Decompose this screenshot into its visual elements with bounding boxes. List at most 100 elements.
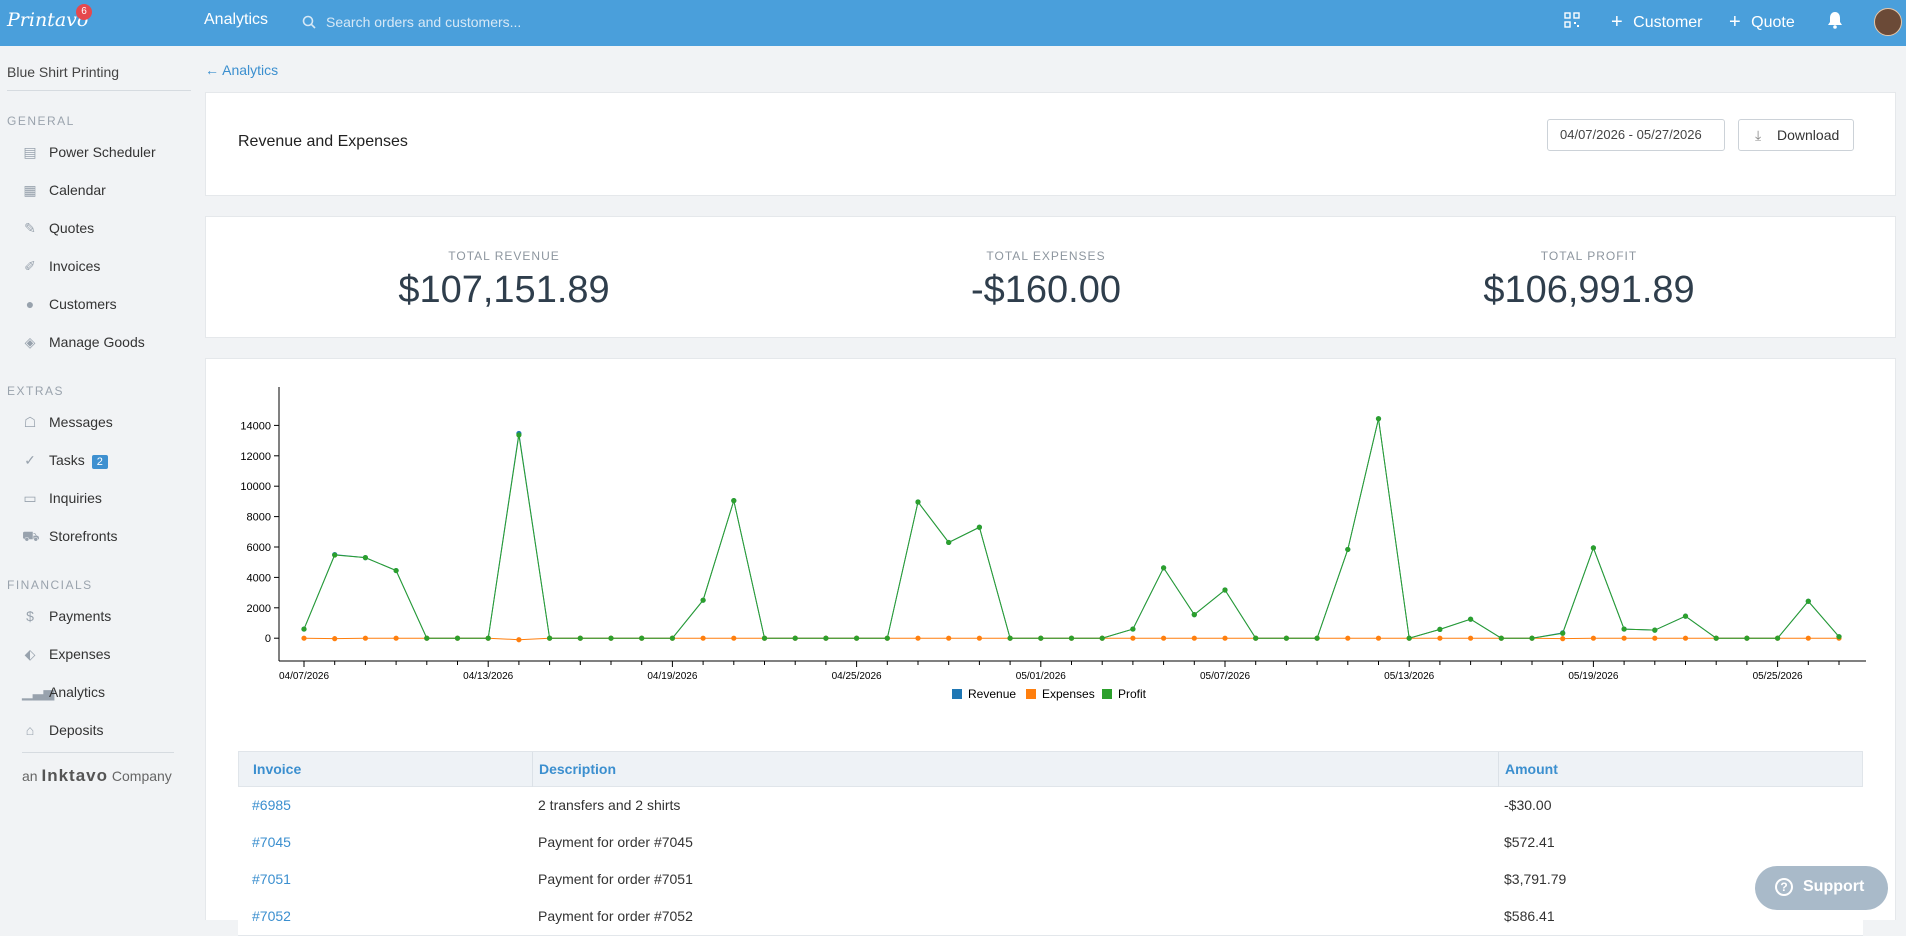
top-bar: Printavo 6 Analytics Search orders and c… (0, 0, 1906, 46)
row-description: Payment for order #7052 (538, 908, 693, 924)
qr-code-icon[interactable] (1564, 12, 1580, 28)
sidebar-item-power-scheduler[interactable]: ▤ Power Scheduler (0, 138, 196, 168)
sidebar-item-inquiries[interactable]: ▭ Inquiries (0, 484, 196, 514)
data-point-profit (761, 635, 768, 641)
legend-label-revenue: Revenue (968, 687, 1016, 701)
y-tick-label: 8000 (247, 512, 271, 524)
sidebar-item-label: Manage Goods (49, 334, 145, 350)
column-header-description[interactable]: Description (539, 761, 617, 777)
sidebar-item-analytics[interactable]: ▁▃▅ Analytics (0, 678, 196, 708)
data-point-profit (669, 635, 675, 641)
y-tick-label: 0 (265, 633, 271, 645)
column-header-amount[interactable]: Amount (1505, 761, 1558, 777)
download-button[interactable]: ⤓ Download (1738, 119, 1854, 151)
data-point-profit (1621, 626, 1627, 632)
sidebar-item-manage-goods[interactable]: ◈ Manage Goods (0, 328, 196, 358)
data-point-expenses (1437, 635, 1443, 641)
data-point-profit (1099, 635, 1105, 641)
sidebar-item-expenses[interactable]: ⬖ Expenses (0, 640, 196, 670)
data-point-expenses (1222, 635, 1228, 641)
invoice-link[interactable]: #7045 (252, 834, 291, 850)
total-profit-value: $106,991.89 (1483, 269, 1695, 311)
data-point-profit (1437, 626, 1443, 632)
bar-chart-icon: ▁▃▅ (22, 684, 55, 700)
data-point-profit (1345, 546, 1351, 553)
data-point-profit (424, 635, 430, 641)
divider (7, 90, 191, 91)
totals-card: TOTAL REVENUE $107,151.89 TOTAL EXPENSES… (205, 216, 1896, 338)
data-point-profit (1283, 635, 1289, 641)
invoice-link[interactable]: #7052 (252, 908, 291, 924)
download-label: Download (1777, 127, 1840, 143)
data-point-profit (1191, 612, 1197, 618)
section-extras-label: EXTRAS (7, 384, 65, 398)
invoice-link[interactable]: #6985 (252, 797, 291, 813)
data-point-profit (700, 597, 706, 603)
sidebar-item-messages[interactable]: ☖ Messages (0, 408, 196, 438)
add-quote-button[interactable]: + Quote (1729, 10, 1795, 33)
data-point-expenses (1621, 635, 1627, 641)
data-point-profit (1314, 635, 1320, 641)
table-row: #7045 Payment for order #7045 $572.41 (238, 824, 1863, 862)
data-point-profit (516, 432, 522, 438)
printavo-logo[interactable]: Printavo (7, 9, 89, 31)
sidebar-item-label: Calendar (49, 182, 106, 198)
add-customer-button[interactable]: + Customer (1611, 10, 1703, 33)
data-point-profit (1498, 635, 1504, 641)
sidebar-item-tasks[interactable]: ✓ Tasks 2 (0, 446, 196, 476)
dollar-icon: $ (26, 608, 34, 624)
total-revenue-value: $107,151.89 (398, 269, 610, 311)
y-tick-label: 2000 (247, 603, 271, 615)
invoice-link[interactable]: #7051 (252, 871, 291, 887)
total-expenses-label: TOTAL EXPENSES (986, 249, 1106, 263)
sidebar-item-label: Messages (49, 414, 113, 430)
notification-count-badge: 6 (76, 4, 92, 20)
x-tick-label: 05/25/2026 (1753, 671, 1803, 682)
sidebar-item-customers[interactable]: ● Customers (0, 290, 196, 320)
series-line-profit (303, 418, 1840, 639)
total-profit-label: TOTAL PROFIT (1540, 249, 1638, 263)
total-revenue-stat: TOTAL REVENUE $107,151.89 (354, 249, 654, 312)
data-point-expenses (1161, 635, 1167, 641)
x-tick-label: 04/13/2026 (463, 671, 513, 682)
search-input[interactable]: Search orders and customers... (302, 12, 822, 34)
revenue-expenses-chart: 0 2000 4000 6000 8000 10000 12000 14000 04/07/20… (240, 387, 1866, 701)
data-point-expenses (301, 635, 307, 641)
page-section-title: Analytics (204, 11, 269, 28)
back-to-analytics-link[interactable]: ← Analytics (205, 62, 279, 78)
sidebar-item-storefronts[interactable]: ⛟ Storefronts (0, 522, 196, 552)
sidebar-item-calendar[interactable]: ▦ Calendar (0, 176, 196, 206)
data-point-profit (1682, 613, 1689, 619)
column-header-invoice[interactable]: Invoice (253, 761, 302, 777)
edit-icon: ✐ (24, 258, 36, 274)
data-point-profit (332, 552, 338, 558)
bell-icon[interactable] (1827, 11, 1843, 29)
data-point-profit (301, 626, 307, 632)
data-point-profit (1529, 635, 1535, 641)
data-point-expenses (1652, 635, 1658, 641)
data-point-profit (1222, 587, 1228, 593)
company-brand: Inktavo (41, 766, 108, 785)
data-point-profit (731, 498, 737, 504)
sidebar-item-label: Customers (49, 296, 117, 312)
user-avatar[interactable] (1874, 8, 1902, 36)
search-icon (302, 15, 316, 29)
data-point-expenses (1130, 635, 1136, 641)
company-suffix: Company (111, 768, 172, 784)
date-range-input[interactable]: 04/07/2026 - 05/27/2026 (1547, 119, 1725, 151)
data-point-profit (454, 635, 461, 641)
data-point-profit (1744, 635, 1750, 641)
sidebar-item-label: Quotes (49, 220, 95, 236)
sidebar-item-deposits[interactable]: ⌂ Deposits (0, 716, 196, 746)
x-tick-label: 05/13/2026 (1384, 671, 1434, 682)
support-button[interactable]: ? Support (1755, 866, 1888, 910)
data-point-profit (1130, 626, 1136, 632)
data-point-expenses (731, 635, 737, 641)
sidebar-item-invoices[interactable]: ✐ Invoices (0, 252, 196, 282)
data-point-expenses (1560, 636, 1566, 642)
data-point-expenses (1345, 635, 1351, 641)
sidebar-item-payments[interactable]: $ Payments (0, 602, 196, 632)
data-point-profit (393, 567, 399, 574)
sidebar-item-quotes[interactable]: ✎ Quotes (0, 214, 196, 244)
data-point-profit (608, 635, 614, 641)
